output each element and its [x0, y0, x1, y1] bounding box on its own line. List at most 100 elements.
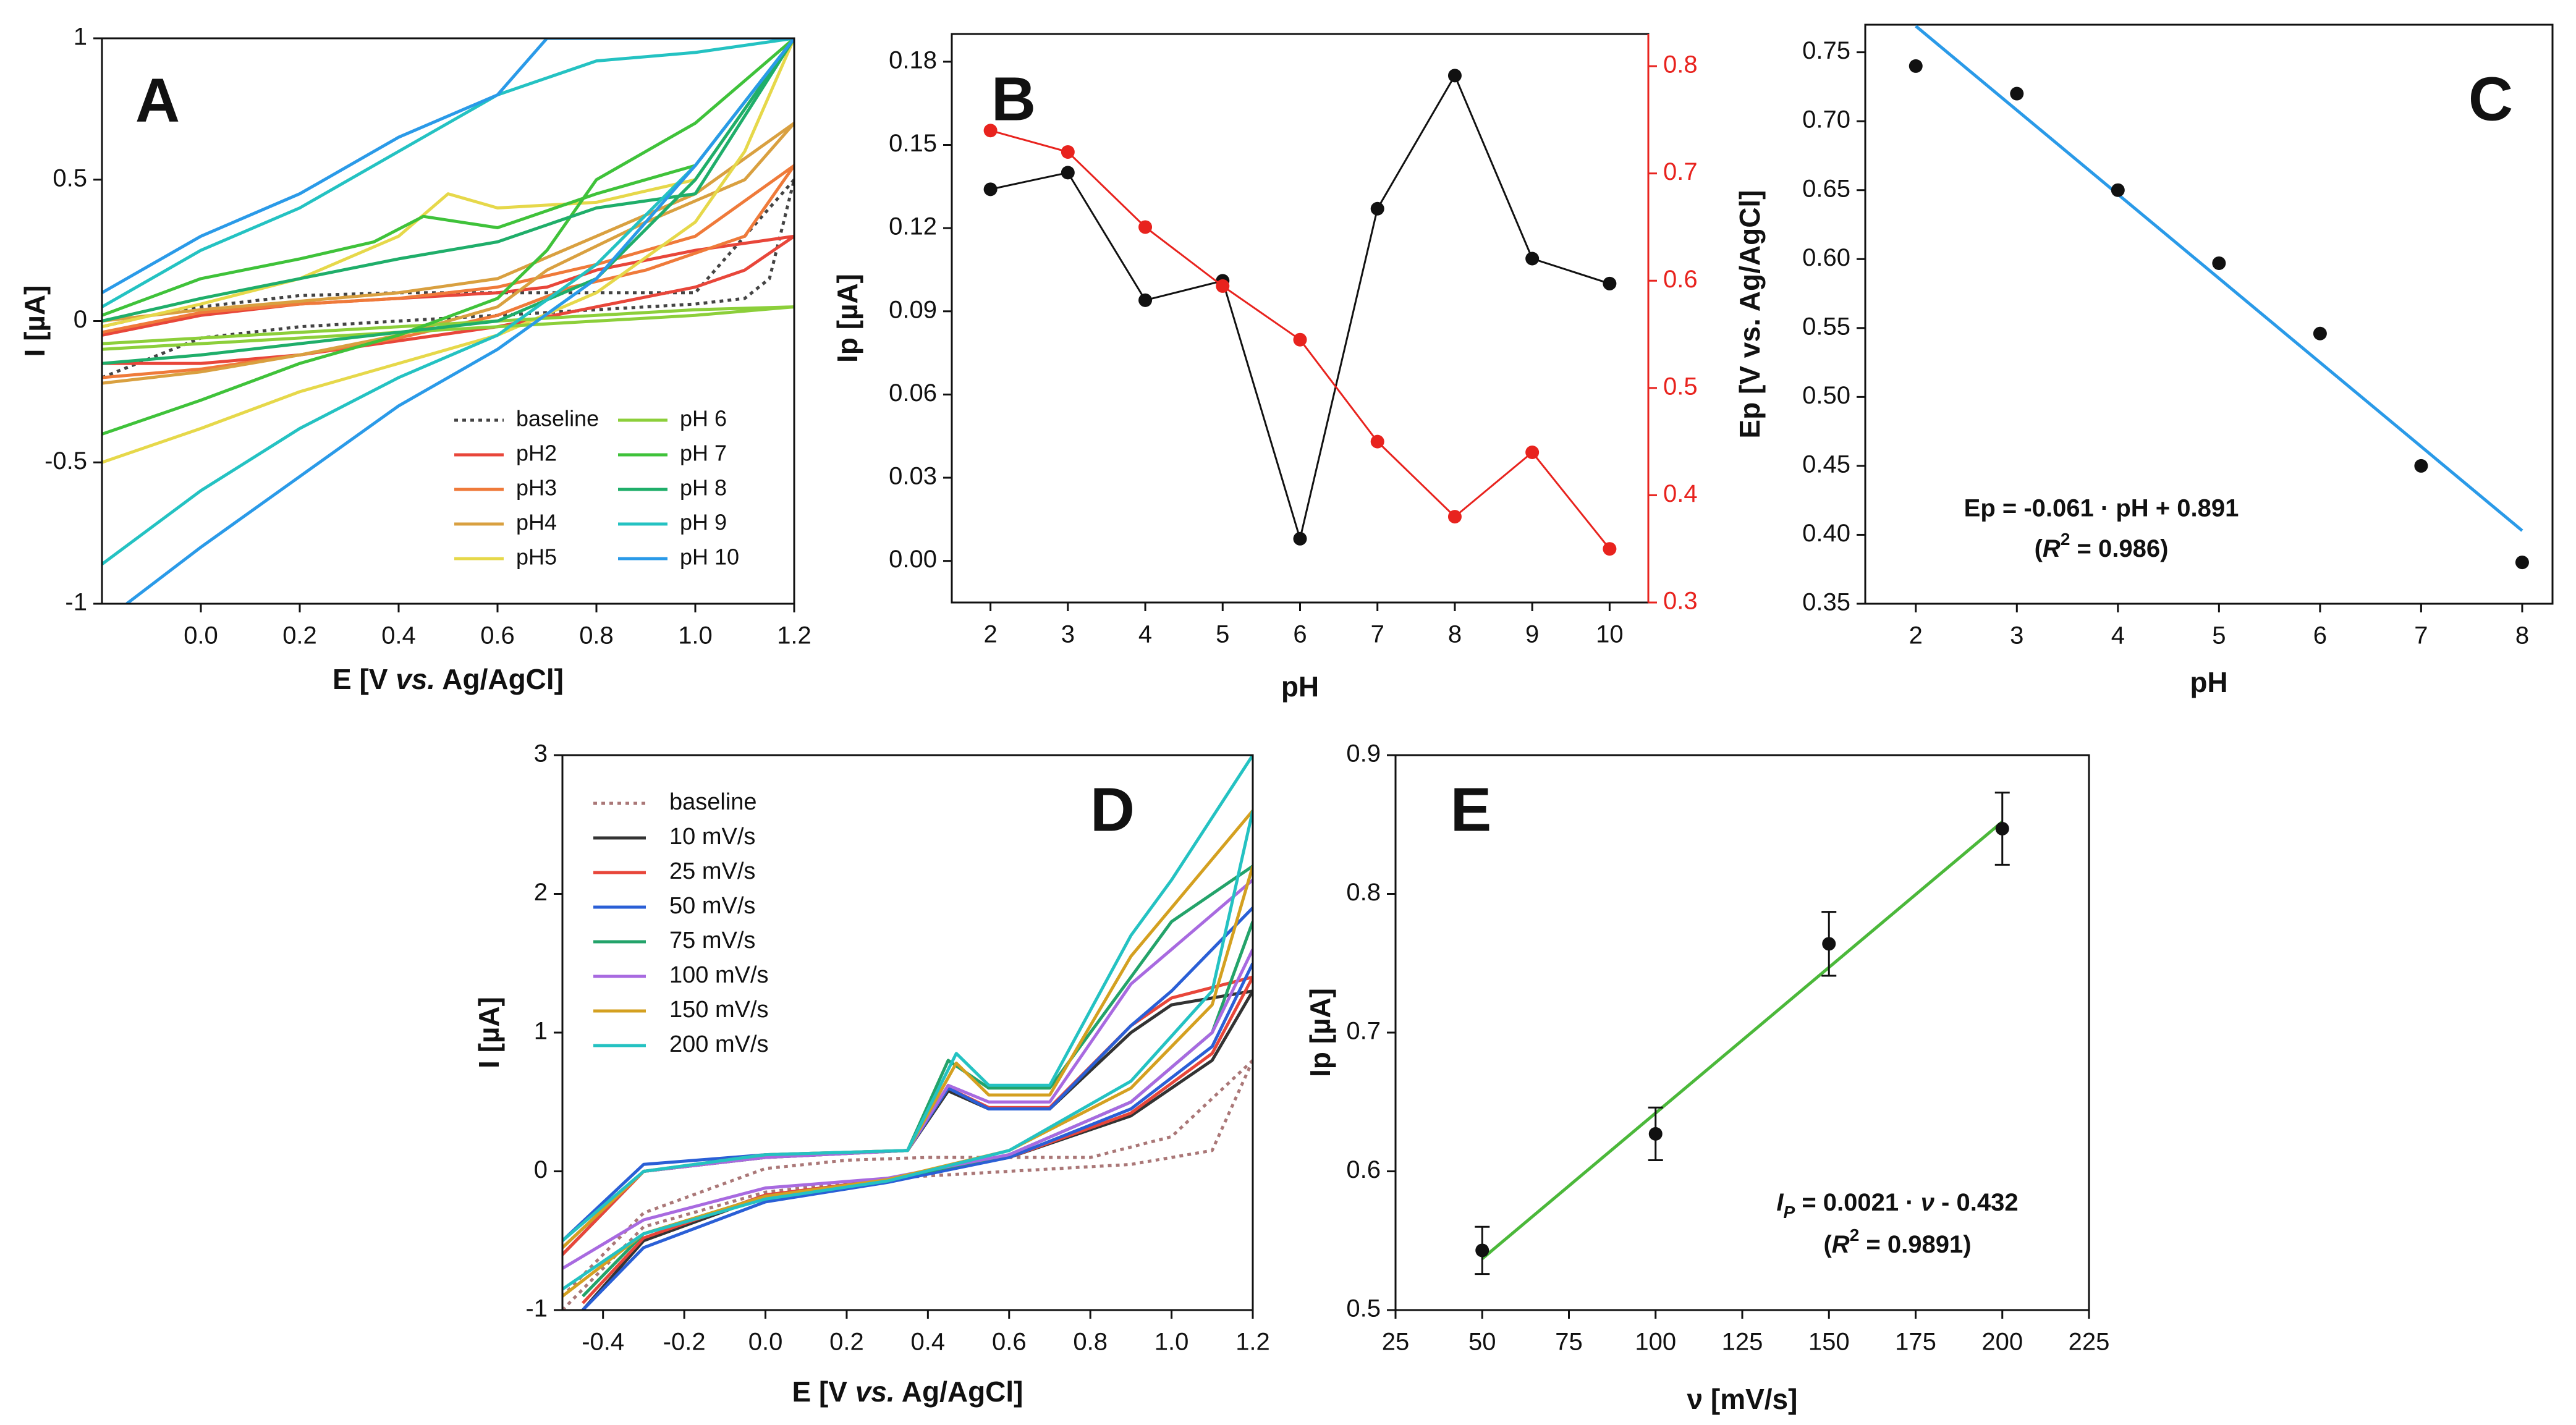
panel-b-point: [1447, 510, 1462, 524]
panel-b-point: [1216, 279, 1230, 293]
panel-c-y-tick-label: 0.35: [1802, 589, 1850, 616]
panel-c-x-tick-label: 3: [2010, 622, 2023, 649]
panel-a-curves: [102, 38, 794, 604]
panel-a-curve-reverse: [102, 38, 794, 323]
panel-e-r2-sup: 2: [1850, 1225, 1860, 1245]
panel-b-yleft-tick-label: 0.12: [889, 213, 937, 240]
panel-c-point: [2313, 326, 2327, 340]
panel-c-ylabel: Ep [V vs. Ag/AgCl]: [1734, 190, 1766, 438]
panel-d-legend-label: 25 mV/s: [669, 858, 755, 884]
panel-a-y-tick-label: 0.5: [53, 164, 87, 192]
panel-c-point: [2111, 183, 2125, 197]
panel-d-xlabel-part: E [V: [792, 1376, 855, 1408]
panel-b-point: [1525, 445, 1540, 459]
panel-c-point: [2010, 87, 2024, 101]
panel-d-x-tick-label: 0.0: [748, 1329, 783, 1356]
panel-a-curve-reverse: [102, 38, 794, 294]
panel-b-yleft-tick-label: 0.00: [889, 546, 937, 573]
panel-c-y-tick-label: 0.50: [1802, 382, 1850, 409]
panel-b-point: [1293, 332, 1307, 347]
panel-c-x-tick-label: 8: [2515, 622, 2529, 649]
panel-e-x-tick-label: 175: [1895, 1329, 1936, 1356]
panel-e-x-tick-label: 25: [1382, 1329, 1410, 1356]
panel-e-point: [1822, 937, 1836, 951]
panel-b-x-tick-label: 8: [1448, 621, 1462, 648]
panel-d-curve-reverse: [562, 865, 1253, 1249]
panel-a-x-tick-label: 0.4: [381, 622, 416, 649]
panel-c: 2 3 4 5 6 7 8 0.35 0.40 0.45 0.50 0.55 0.60 0.65 0.70 0…: [1734, 23, 2554, 698]
panel-e-r2-part: = 0.9891): [1859, 1231, 1971, 1258]
panel-e-r2-symbol: R: [1832, 1231, 1850, 1258]
panel-e-r2-part: (: [1823, 1231, 1832, 1258]
panel-a-curve-reverse: [102, 38, 794, 329]
panel-e-y-tick-label: 0.8: [1346, 879, 1381, 906]
panel-b-x-tick-label: 10: [1596, 621, 1624, 648]
panel-c-x-tick-label: 2: [1909, 622, 1923, 649]
panel-a-curve-forward: [102, 122, 794, 385]
panel-a-legend-label: pH 6: [680, 406, 727, 431]
panel-c-equation: Ep = -0.061 · pH + 0.891: [1964, 495, 2239, 522]
panel-c-point: [2515, 556, 2529, 570]
panel-e-fit-line: [1481, 820, 2004, 1260]
panel-a-curve-forward: [102, 38, 794, 436]
panel-e-point: [1648, 1127, 1663, 1141]
panel-a-curve-reverse: [102, 38, 794, 308]
panel-c-r2-part: = 0.986): [2070, 535, 2168, 562]
panel-b-x-tick-label: 4: [1138, 621, 1152, 648]
panel-d-legend-label: 150 mV/s: [669, 997, 769, 1023]
panel-c-x-tick-label: 5: [2212, 622, 2226, 649]
panel-e-y-tick-label: 0.7: [1346, 1018, 1381, 1045]
panel-e-y-tick-label: 0.5: [1346, 1295, 1381, 1322]
panel-b-x-tick-label: 3: [1061, 621, 1075, 648]
panel-a-legend-label: pH 10: [680, 544, 739, 570]
panel-c-point: [1909, 59, 1923, 73]
panel-b-yright-tick-label: 0.7: [1663, 158, 1698, 185]
panel-b-yleft-tick-label: 0.03: [889, 463, 937, 490]
panel-b-x-tick-label: 9: [1525, 621, 1539, 648]
panel-a-x-tick-label: 0.6: [480, 622, 515, 649]
panel-a-xlabel-part-italic: vs.: [396, 663, 435, 695]
panel-e-letter: E: [1451, 775, 1492, 844]
panel-a-legend-label: pH5: [516, 544, 557, 570]
panel-a-curve-forward: [125, 38, 794, 604]
panel-d-legend-label: 10 mV/s: [669, 824, 755, 850]
panel-d-ylabel: I [µA]: [473, 997, 505, 1068]
panel-a-curve-reverse: [102, 38, 794, 317]
panel-c-point: [2212, 256, 2226, 270]
panel-d-x-tick-label: 1.2: [1235, 1329, 1270, 1356]
panel-a-curve-forward: [102, 164, 794, 379]
panel-a-y-tick-label: -0.5: [44, 447, 87, 475]
panel-c-fit-line: [1915, 25, 2523, 532]
panel-b-point: [1603, 276, 1617, 290]
panel-b-point: [1370, 201, 1384, 216]
panel-a-legend-label: baseline: [516, 406, 599, 431]
panel-e-r2: (R2 = 0.9891): [1823, 1225, 1971, 1258]
panel-e-y-tick-label: 0.6: [1346, 1156, 1381, 1183]
panel-a-x-tick-label: 0.2: [282, 622, 317, 649]
panel-a: 0.0 0.2 0.4 0.6 0.8 1.0 1.2 -1 -0.5 0 0.5 1 E [V vs.…: [19, 23, 811, 695]
panel-b-yright-tick-label: 0.6: [1663, 266, 1698, 293]
panel-b-point: [1370, 434, 1384, 449]
panel-a-x-tick-label: 0.0: [184, 622, 218, 649]
panel-a-x-tick-label: 1.0: [678, 622, 713, 649]
panel-e-x-tick-label: 125: [1722, 1329, 1763, 1356]
panel-a-curve-forward: [102, 305, 794, 351]
panel-e-point: [1475, 1243, 1489, 1258]
panel-c-y-tick-label: 0.55: [1802, 313, 1850, 340]
panel-b-ylabel-left: Ip [µA]: [831, 274, 863, 363]
panel-a-x-tick-label: 0.8: [579, 622, 614, 649]
panel-d-xlabel-part: Ag/AgCl]: [895, 1376, 1023, 1408]
panel-d-x-tick-label: -0.4: [582, 1329, 624, 1356]
panel-c-y-tick-label: 0.45: [1802, 450, 1850, 478]
panel-b-x-tick-label: 2: [983, 621, 997, 648]
panel-e-equation-part: - 0.432: [1934, 1189, 2019, 1216]
panel-d-curves: [562, 755, 1253, 1310]
panel-e-xlabel: ν [mV/s]: [1687, 1383, 1798, 1415]
panel-d-curve-reverse: [562, 810, 1253, 1249]
panel-e-equation-part: = 0.0021 ·: [1795, 1189, 1920, 1216]
panel-b-point: [1138, 293, 1153, 307]
panel-d-legend-label: 75 mV/s: [669, 928, 755, 954]
panel-b-x-tick-label: 6: [1293, 621, 1307, 648]
panel-c-y-tick-label: 0.70: [1802, 106, 1850, 133]
